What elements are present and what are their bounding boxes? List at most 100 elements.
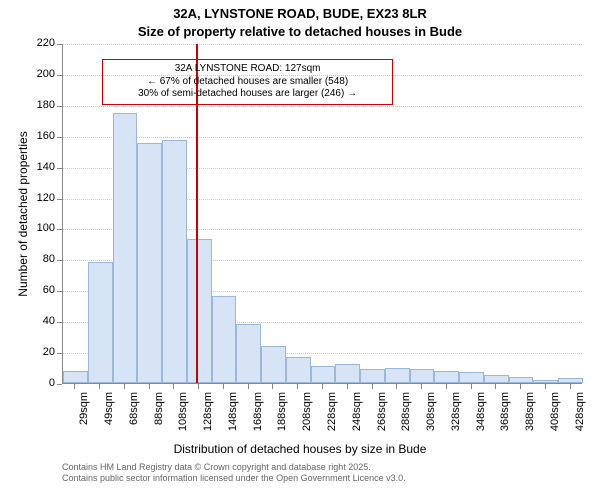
histogram-bar bbox=[509, 377, 534, 383]
y-tick-mark bbox=[57, 353, 62, 354]
gridline bbox=[63, 137, 582, 138]
y-tick-mark bbox=[57, 229, 62, 230]
footer-line2: Contains public sector information licen… bbox=[62, 473, 406, 484]
x-tick-mark bbox=[173, 384, 174, 389]
histogram-bar bbox=[212, 296, 237, 383]
y-tick-label: 140 bbox=[25, 161, 55, 173]
histogram-bar bbox=[360, 369, 385, 383]
x-tick-mark bbox=[421, 384, 422, 389]
x-tick-mark bbox=[396, 384, 397, 389]
y-tick-label: 200 bbox=[25, 68, 55, 80]
x-tick-label: 108sqm bbox=[177, 392, 189, 442]
histogram-bar bbox=[187, 239, 212, 383]
x-tick-mark bbox=[471, 384, 472, 389]
x-tick-mark bbox=[198, 384, 199, 389]
x-tick-label: 328sqm bbox=[450, 392, 462, 442]
histogram-bar bbox=[484, 375, 509, 383]
x-tick-mark bbox=[99, 384, 100, 389]
x-tick-label: 29sqm bbox=[78, 392, 90, 442]
x-tick-label: 228sqm bbox=[326, 392, 338, 442]
y-tick-mark bbox=[57, 384, 62, 385]
chart-title-line2: Size of property relative to detached ho… bbox=[0, 24, 600, 39]
y-tick-label: 220 bbox=[25, 37, 55, 49]
y-tick-mark bbox=[57, 322, 62, 323]
x-tick-mark bbox=[495, 384, 496, 389]
x-tick-label: 49sqm bbox=[103, 392, 115, 442]
x-tick-mark bbox=[322, 384, 323, 389]
y-axis-label: Number of detached properties bbox=[16, 44, 30, 384]
x-tick-mark bbox=[347, 384, 348, 389]
annotation-line2: ← 67% of detached houses are smaller (54… bbox=[109, 76, 386, 89]
x-tick-mark bbox=[372, 384, 373, 389]
annotation-line3: 30% of semi-detached houses are larger (… bbox=[109, 88, 386, 101]
x-tick-label: 428sqm bbox=[574, 392, 586, 442]
y-tick-mark bbox=[57, 291, 62, 292]
x-tick-mark bbox=[520, 384, 521, 389]
x-tick-mark bbox=[223, 384, 224, 389]
x-tick-label: 248sqm bbox=[351, 392, 363, 442]
y-tick-mark bbox=[57, 44, 62, 45]
x-tick-label: 148sqm bbox=[227, 392, 239, 442]
y-tick-mark bbox=[57, 75, 62, 76]
y-tick-label: 40 bbox=[25, 315, 55, 327]
footer-line1: Contains HM Land Registry data © Crown c… bbox=[62, 462, 406, 473]
y-tick-mark bbox=[57, 137, 62, 138]
x-tick-mark bbox=[74, 384, 75, 389]
y-tick-label: 20 bbox=[25, 346, 55, 358]
histogram-bar bbox=[533, 380, 558, 383]
y-tick-label: 100 bbox=[25, 222, 55, 234]
gridline bbox=[63, 44, 582, 45]
histogram-bar bbox=[137, 143, 162, 383]
y-tick-mark bbox=[57, 260, 62, 261]
histogram-bar bbox=[286, 357, 311, 383]
x-tick-mark bbox=[545, 384, 546, 389]
x-axis-label: Distribution of detached houses by size … bbox=[0, 442, 600, 456]
histogram-bar bbox=[113, 113, 138, 383]
x-tick-label: 68sqm bbox=[128, 392, 140, 442]
x-tick-label: 288sqm bbox=[400, 392, 412, 442]
x-tick-label: 308sqm bbox=[425, 392, 437, 442]
x-tick-label: 388sqm bbox=[524, 392, 536, 442]
x-tick-label: 188sqm bbox=[276, 392, 288, 442]
x-tick-mark bbox=[297, 384, 298, 389]
x-tick-mark bbox=[149, 384, 150, 389]
x-tick-mark bbox=[124, 384, 125, 389]
chart-title-line1: 32A, LYNSTONE ROAD, BUDE, EX23 8LR bbox=[0, 6, 600, 21]
histogram-bar bbox=[236, 324, 261, 383]
y-tick-label: 0 bbox=[25, 377, 55, 389]
x-tick-label: 128sqm bbox=[202, 392, 214, 442]
x-tick-label: 368sqm bbox=[499, 392, 511, 442]
histogram-bar bbox=[261, 346, 286, 383]
y-tick-label: 80 bbox=[25, 253, 55, 265]
histogram-bar bbox=[162, 140, 187, 383]
histogram-bar bbox=[434, 371, 459, 383]
chart-plot-area: 32A LYNSTONE ROAD: 127sqm← 67% of detach… bbox=[62, 44, 582, 384]
y-tick-label: 60 bbox=[25, 284, 55, 296]
x-tick-label: 408sqm bbox=[549, 392, 561, 442]
y-tick-label: 120 bbox=[25, 192, 55, 204]
x-tick-label: 348sqm bbox=[475, 392, 487, 442]
x-tick-mark bbox=[248, 384, 249, 389]
gridline bbox=[63, 106, 582, 107]
y-tick-label: 160 bbox=[25, 130, 55, 142]
y-tick-mark bbox=[57, 199, 62, 200]
x-tick-label: 168sqm bbox=[252, 392, 264, 442]
y-tick-mark bbox=[57, 168, 62, 169]
annotation-box: 32A LYNSTONE ROAD: 127sqm← 67% of detach… bbox=[102, 59, 393, 105]
x-tick-mark bbox=[272, 384, 273, 389]
y-tick-mark bbox=[57, 106, 62, 107]
histogram-bar bbox=[558, 378, 583, 383]
histogram-bar bbox=[63, 371, 88, 383]
x-tick-mark bbox=[570, 384, 571, 389]
chart-footer: Contains HM Land Registry data © Crown c… bbox=[62, 462, 406, 484]
histogram-bar bbox=[88, 262, 113, 383]
histogram-bar bbox=[410, 369, 435, 383]
histogram-bar bbox=[459, 372, 484, 383]
x-tick-mark bbox=[446, 384, 447, 389]
histogram-bar bbox=[311, 366, 336, 383]
y-tick-label: 180 bbox=[25, 99, 55, 111]
annotation-line1: 32A LYNSTONE ROAD: 127sqm bbox=[109, 63, 386, 76]
histogram-bar bbox=[385, 368, 410, 383]
x-tick-label: 268sqm bbox=[376, 392, 388, 442]
x-tick-label: 88sqm bbox=[153, 392, 165, 442]
